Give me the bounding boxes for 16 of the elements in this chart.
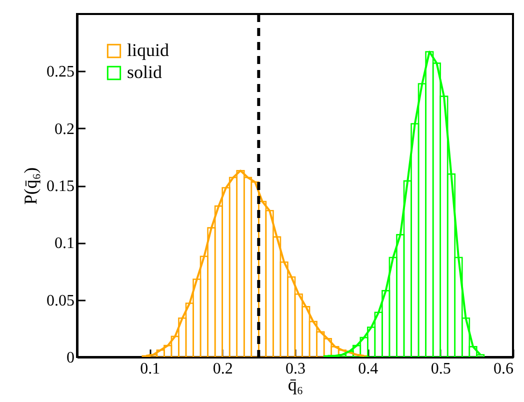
x-tick-label: 0.6 bbox=[494, 360, 514, 378]
y-axis-title: P(q̄₆) bbox=[20, 167, 40, 205]
x-tick-label: 0.4 bbox=[358, 360, 378, 378]
y-tick-label: 0.2 bbox=[54, 120, 74, 138]
y-tick-label: 0 bbox=[66, 350, 74, 366]
legend-label: solid bbox=[127, 62, 162, 82]
x-axis-title: q̄₆ bbox=[288, 374, 304, 394]
y-tick-label: 0.05 bbox=[46, 292, 74, 310]
x-tick-label: 0.2 bbox=[212, 360, 233, 378]
y-tick-label: 0.15 bbox=[46, 178, 74, 195]
x-tick-label: 0.3 bbox=[286, 360, 306, 378]
x-tick-label: 0.5 bbox=[430, 360, 451, 378]
y-tick-label: 0.1 bbox=[54, 235, 74, 252]
legend-label: liquid bbox=[127, 40, 170, 60]
x-tick-label: 0.1 bbox=[140, 360, 160, 378]
y-tick-label: 0.25 bbox=[46, 64, 74, 81]
